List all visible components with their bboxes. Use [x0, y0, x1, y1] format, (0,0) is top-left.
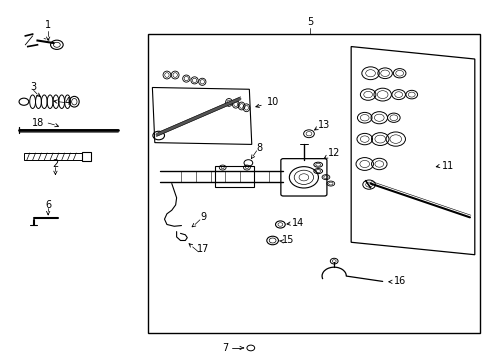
Bar [147, 34, 479, 333]
Text: 6: 6 [45, 200, 51, 210]
Text: 1: 1 [45, 20, 51, 30]
Text: 11: 11 [441, 161, 453, 171]
Text: 4: 4 [64, 98, 70, 107]
Text: 13: 13 [318, 120, 330, 130]
Text: 10: 10 [266, 97, 278, 107]
Bar [215, 166, 254, 187]
Text: 3: 3 [30, 82, 37, 93]
Text: 14: 14 [291, 218, 304, 228]
Text: 7: 7 [222, 343, 228, 353]
Text: 12: 12 [327, 148, 340, 158]
Text: 2: 2 [52, 159, 59, 169]
Bar [82, 152, 91, 161]
Text: 18: 18 [32, 118, 44, 128]
Text: 8: 8 [255, 143, 262, 153]
Text: 5: 5 [306, 17, 312, 27]
Text: 9: 9 [200, 212, 206, 222]
Text: 17: 17 [197, 244, 209, 255]
Bar [24, 153, 82, 160]
Text: 15: 15 [282, 235, 294, 246]
Text: 16: 16 [393, 276, 405, 287]
